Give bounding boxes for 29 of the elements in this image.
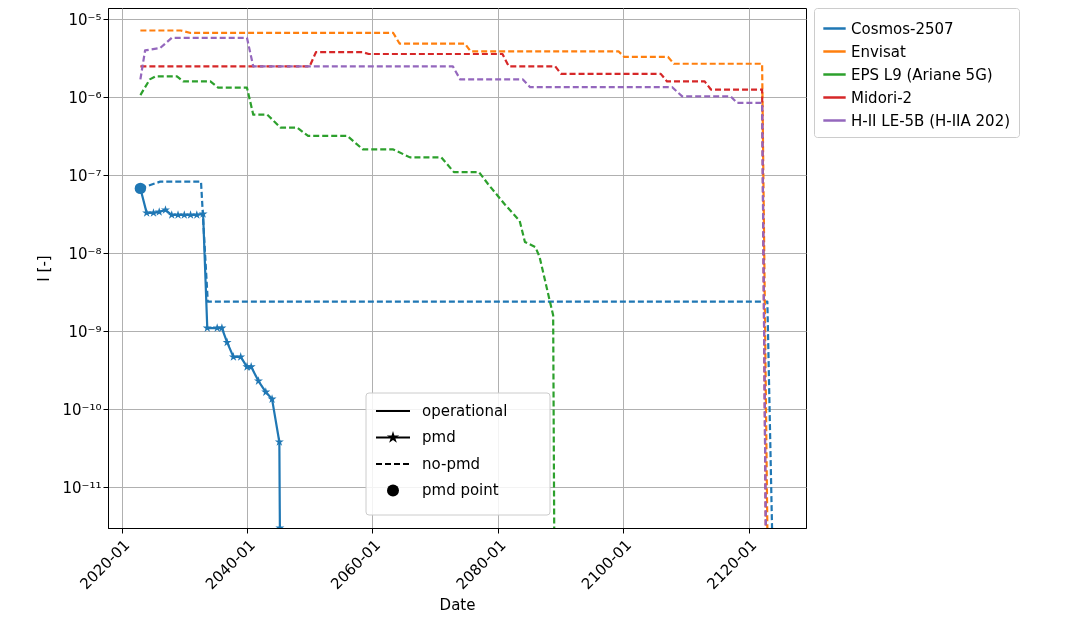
legend-label: H-II LE-5B (H-IIA 202)	[851, 111, 1011, 130]
point	[142, 208, 152, 217]
point	[148, 208, 158, 217]
y-tick-label: 10⁻⁸	[68, 244, 102, 263]
y-tick-label: 10⁻¹⁰	[62, 400, 102, 419]
y-tick-label: 10⁻⁶	[68, 88, 102, 107]
legend-label: Envisat	[851, 42, 907, 61]
annotation: no-pmd	[422, 454, 481, 473]
legend-label: EPS L9 (Ariane 5G)	[851, 65, 993, 84]
point	[236, 352, 246, 361]
y-tick-label: 10⁻⁷	[68, 166, 102, 185]
point	[186, 210, 196, 219]
legend-label: Midori-2	[851, 88, 913, 107]
annotation: operational	[422, 401, 508, 420]
point	[160, 205, 170, 214]
point	[253, 376, 263, 385]
y-axis-title: I [-]	[35, 255, 54, 282]
y-tick-label: 10⁻⁹	[68, 322, 102, 341]
point	[222, 337, 232, 347]
legend-label: Cosmos-2507	[851, 19, 954, 38]
point	[228, 352, 238, 361]
point	[198, 209, 208, 218]
point	[261, 387, 271, 396]
x-axis-title: Date	[439, 596, 476, 615]
annotation: pmd point	[422, 481, 499, 499]
annotation: pmd	[422, 428, 456, 446]
y-tick-label: 10⁻¹¹	[62, 478, 102, 497]
line-series	[139, 75, 556, 528]
y-tick-label: 10⁻⁵	[68, 10, 102, 29]
